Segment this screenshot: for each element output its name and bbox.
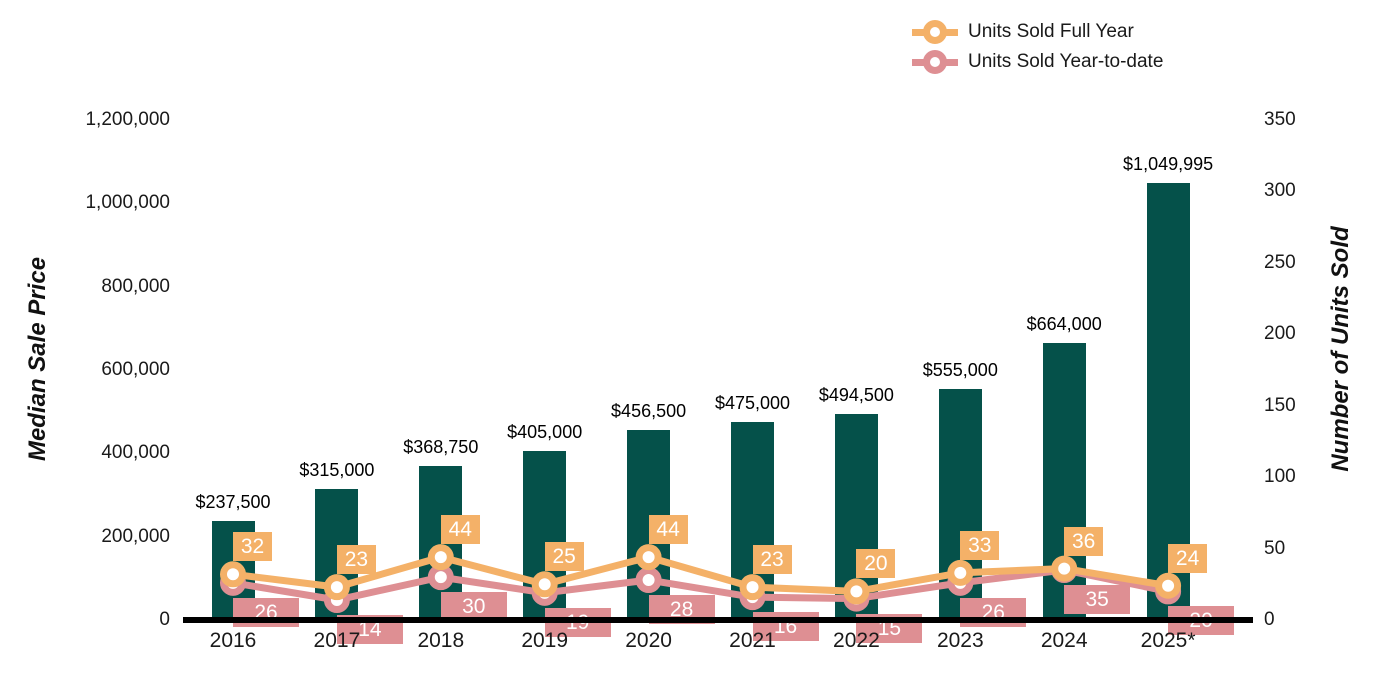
legend-label: Units Sold Year-to-date <box>968 51 1164 72</box>
x-axis-year-label: 2017 <box>313 629 361 652</box>
x-axis-line <box>183 617 1253 623</box>
x-axis-year-label: 2019 <box>521 629 569 652</box>
legend-donut-marker <box>923 20 947 44</box>
left-axis-tick-label: 1,000,000 <box>85 192 170 214</box>
price-data-label: $237,500 <box>195 492 271 513</box>
price-data-label: $405,000 <box>507 422 583 443</box>
full-year-data-label: 20 <box>856 549 896 579</box>
full-year-data-label: 32 <box>233 532 272 562</box>
full-year-data-label: 25 <box>544 542 584 572</box>
price-data-label: $664,000 <box>1026 314 1102 335</box>
price-data-label: $494,500 <box>818 384 894 405</box>
full-year-data-label: 23 <box>336 545 376 575</box>
right-axis-tick-label: 100 <box>1264 466 1296 488</box>
right-axis-tick-label: 200 <box>1264 323 1296 345</box>
price-data-label: $555,000 <box>922 359 998 380</box>
price-data-label: $475,000 <box>714 393 791 414</box>
x-axis-year-label: 2018 <box>417 629 465 652</box>
right-axis-tick-label: 300 <box>1264 180 1296 202</box>
x-axis-year-label: 2024 <box>1040 629 1088 652</box>
right-axis-tick-label: 350 <box>1264 109 1296 130</box>
full-year-data-label: 33 <box>960 530 1000 560</box>
median-price-bar <box>834 413 878 620</box>
full-year-data-label: 36 <box>1064 526 1104 556</box>
legend-item-ytd: Units Sold Year-to-date <box>912 47 1163 77</box>
ytd-line-icon <box>912 49 958 75</box>
x-axis-year-label: 2025* <box>1140 629 1196 652</box>
price-data-label: $1,049,995 <box>1123 153 1214 174</box>
legend: Units Sold Full Year Units Sold Year-to-d… <box>912 17 1163 77</box>
legend-donut-marker <box>923 50 947 74</box>
full-year-data-label: 44 <box>440 515 480 545</box>
price-data-label: $456,500 <box>611 400 687 421</box>
right-axis-tick-label: 0 <box>1264 609 1275 630</box>
median-price-bar <box>523 451 567 620</box>
left-axis-tick-label: 0 <box>159 609 170 630</box>
x-axis-year-label: 2016 <box>209 629 257 652</box>
right-axis-title: Number of Units Sold <box>1327 226 1354 472</box>
left-axis-tick-label: 400,000 <box>101 442 170 464</box>
full-year-data-label: 44 <box>648 515 688 545</box>
median-price-bar <box>938 388 982 620</box>
median-price-bar <box>1042 343 1086 620</box>
left-axis-title: Median Sale Price <box>24 256 51 462</box>
right-axis-tick-label: 150 <box>1264 394 1296 416</box>
x-axis-year-label: 2021 <box>729 629 776 652</box>
right-axis-tick-label: 250 <box>1264 251 1296 273</box>
x-axis-year-label: 2023 <box>936 629 984 652</box>
left-axis-tick-label: 200,000 <box>101 525 170 547</box>
right-axis-tick-label: 50 <box>1264 537 1286 559</box>
price-data-label: $368,750 <box>403 437 479 458</box>
left-axis-tick-label: 800,000 <box>101 275 170 297</box>
left-axis-tick-label: 600,000 <box>101 359 170 380</box>
legend-label: Units Sold Full Year <box>968 21 1134 42</box>
x-axis-year-label: 2022 <box>833 629 880 652</box>
left-axis-tick-label: 1,200,000 <box>85 109 170 130</box>
median-price-bar <box>731 422 774 620</box>
full-year-data-label: 24 <box>1168 543 1208 573</box>
price-data-label: $315,000 <box>299 459 375 480</box>
legend-item-full-year: Units Sold Full Year <box>912 17 1163 47</box>
full-year-data-label: 23 <box>752 545 792 575</box>
x-axis-year-label: 2020 <box>625 629 672 652</box>
ytd-data-label: 35 <box>1064 585 1131 614</box>
full-year-line-icon <box>912 19 958 45</box>
